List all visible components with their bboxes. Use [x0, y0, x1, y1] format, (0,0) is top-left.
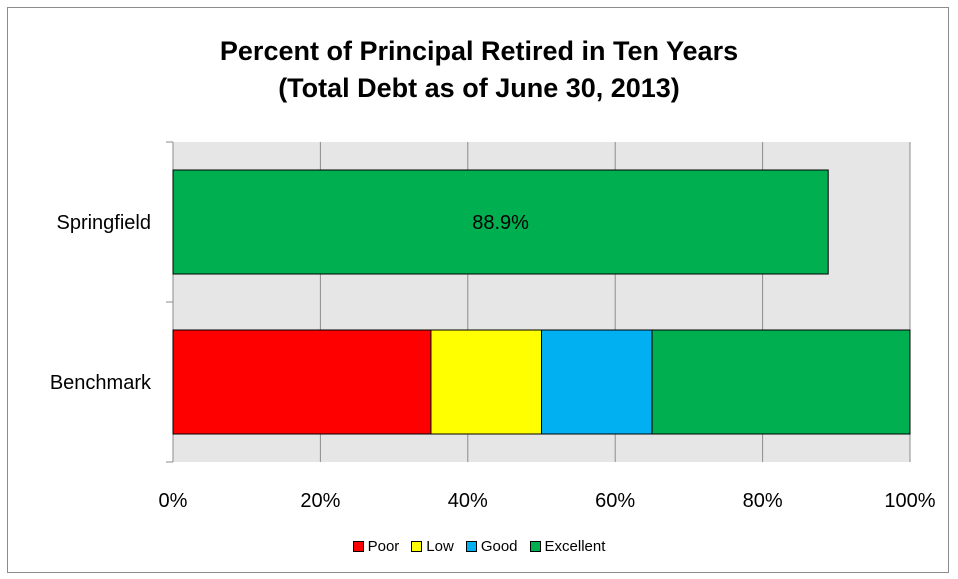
- x-tick-label: 40%: [448, 490, 488, 512]
- bar-benchmark-good: [541, 329, 653, 435]
- legend-item-good: Good: [465, 538, 518, 555]
- bar-benchmark-excellent: [651, 329, 911, 435]
- legend-label: Poor: [367, 538, 400, 555]
- x-tick-label: 20%: [300, 490, 340, 512]
- x-tick-label: 100%: [884, 490, 935, 512]
- legend-swatch: [411, 541, 423, 552]
- category-label: Springfield: [56, 212, 151, 234]
- legend-swatch: [352, 541, 364, 552]
- legend-label: Excellent: [544, 538, 606, 555]
- legend-swatch: [465, 541, 477, 552]
- legend-item-poor: Poor: [352, 538, 400, 555]
- legend-item-excellent: Excellent: [529, 538, 606, 555]
- legend-swatch: [529, 541, 541, 552]
- chart-legend: Poor Low Good Excellent: [0, 538, 958, 555]
- bar-benchmark-poor: [172, 329, 432, 435]
- x-tick-label: 80%: [743, 490, 783, 512]
- chart-title: Percent of Principal Retired in Ten Year…: [219, 36, 739, 66]
- chart-subtitle: (Total Debt as of June 30, 2013): [278, 73, 680, 103]
- x-tick-label: 0%: [159, 490, 188, 512]
- legend-item-low: Low: [411, 538, 454, 555]
- data-label: 88.9%: [472, 212, 529, 234]
- legend-label: Good: [480, 538, 518, 555]
- category-label: Benchmark: [50, 372, 152, 394]
- x-tick-label: 60%: [595, 490, 635, 512]
- bar-springfield: [172, 169, 829, 275]
- bar-benchmark-low: [430, 329, 543, 435]
- legend-label: Low: [426, 538, 454, 555]
